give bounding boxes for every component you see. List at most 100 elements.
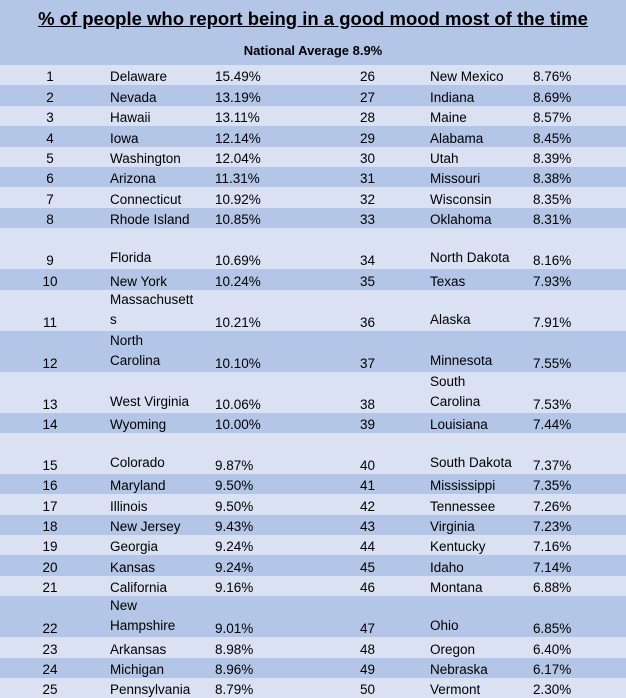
table-row: 9 Florida 10.69% 34 North Dakota 8.16% <box>0 228 626 270</box>
rank-cell-text: 1 <box>46 69 54 85</box>
rank-cell-text: 41 <box>359 478 376 494</box>
state-cell: Washington <box>100 147 205 167</box>
state-cell: Maine <box>420 106 523 126</box>
percent-cell: 7.37% <box>523 433 626 474</box>
rank-cell: 16 <box>0 474 100 494</box>
percent-cell-text: 10.69% <box>215 253 261 269</box>
rank-cell: 43 <box>315 515 420 535</box>
state-cell-text: Mississippi <box>430 478 496 494</box>
percent-cell-text: 7.26% <box>533 498 572 514</box>
state-cell: Nevada <box>100 85 205 105</box>
state-cell-text: Delaware <box>110 69 168 85</box>
state-cell: Louisiana <box>420 413 523 433</box>
percent-cell: 9.43% <box>205 515 315 535</box>
state-cell: Nebraska <box>420 658 523 678</box>
rank-cell-text: 13 <box>42 396 58 412</box>
rank-cell: 33 <box>315 208 420 228</box>
state-cell: New Hampshire <box>100 596 205 637</box>
rank-cell: 18 <box>0 515 100 535</box>
rank-cell: 26 <box>315 65 420 85</box>
percent-cell: 8.79% <box>205 678 315 698</box>
percent-cell-text: 9.50% <box>215 478 254 494</box>
percent-cell-text: 8.69% <box>533 89 572 105</box>
page-title: % of people who report being in a good m… <box>38 8 588 29</box>
percent-cell-text: 7.23% <box>533 519 572 535</box>
rank-cell-text: 18 <box>42 519 58 535</box>
rank-cell-text: 50 <box>359 682 376 698</box>
percent-cell: 8.98% <box>205 637 315 657</box>
percent-cell: 10.10% <box>205 331 315 372</box>
state-cell-text: Missouri <box>430 171 481 187</box>
state-cell: Arizona <box>100 167 205 187</box>
state-cell-text: Hawaii <box>110 110 151 126</box>
state-cell: North Dakota <box>420 228 523 269</box>
percent-cell: 11.31% <box>205 167 315 187</box>
state-cell: Arkansas <box>100 637 205 657</box>
rank-cell: 15 <box>0 433 100 474</box>
state-cell-text: Louisiana <box>430 416 488 432</box>
table-row: 10 New York 10.24% 35 Texas 7.93% <box>0 269 626 290</box>
state-cell: Georgia <box>100 535 205 555</box>
percent-cell: 8.45% <box>523 126 626 146</box>
percent-cell: 7.53% <box>523 372 626 413</box>
state-cell: Montana <box>420 576 523 596</box>
state-cell-text: Wisconsin <box>430 191 492 207</box>
percent-cell-text: 15.49% <box>215 69 261 85</box>
percent-cell: 10.85% <box>205 208 315 228</box>
rank-cell-text: 44 <box>359 539 376 555</box>
table-row: 15 Colorado 9.87% 40 South Dakota 7.37% <box>0 432 626 474</box>
table-row: 6 Arizona 11.31% 31 Missouri 8.38% <box>0 166 626 188</box>
rank-cell-text: 40 <box>359 457 376 473</box>
state-cell: California <box>100 576 205 596</box>
table-row: 24 Michigan 8.96% 49 Nebraska 6.17% <box>0 657 626 679</box>
rank-cell: 36 <box>315 290 420 331</box>
percent-cell: 15.49% <box>205 65 315 85</box>
rank-cell-text: 19 <box>42 539 58 555</box>
state-cell: Minnesota <box>420 331 523 372</box>
rank-cell-text: 36 <box>359 314 376 330</box>
percent-cell-text: 8.31% <box>533 212 572 228</box>
state-cell-text: South Carolina <box>430 373 481 409</box>
percent-cell: 12.14% <box>205 126 315 146</box>
percent-cell: 6.85% <box>523 596 626 637</box>
rank-cell-text: 2 <box>46 89 54 105</box>
state-cell: Virginia <box>420 515 523 535</box>
rank-cell-text: 15 <box>42 457 58 473</box>
state-cell-text: Maryland <box>110 478 166 494</box>
rank-cell: 4 <box>0 126 100 146</box>
percent-cell: 9.16% <box>205 576 315 596</box>
state-cell-text: Colorado <box>110 454 165 470</box>
state-cell-text: Alaska <box>430 311 471 327</box>
rank-cell: 31 <box>315 167 420 187</box>
rank-cell: 9 <box>0 228 100 269</box>
rank-cell-text: 27 <box>359 89 376 105</box>
rank-cell: 35 <box>315 269 420 289</box>
percent-cell: 7.55% <box>523 331 626 372</box>
rank-cell-text: 47 <box>359 621 376 637</box>
state-cell-text: West Virginia <box>110 393 190 409</box>
rank-cell-text: 7 <box>46 191 54 207</box>
table-row: 5 Washington 12.04% 30 Utah 8.39% <box>0 146 626 167</box>
state-cell: Vermont <box>420 678 523 698</box>
rank-cell-text: 20 <box>42 559 58 575</box>
percent-cell: 10.06% <box>205 372 315 413</box>
state-cell-text: Oregon <box>430 641 476 657</box>
percent-cell: 8.31% <box>523 208 626 228</box>
state-cell: Texas <box>420 269 523 289</box>
state-cell: Pennsylvania <box>100 678 205 698</box>
percent-cell-text: 2.30% <box>533 682 572 698</box>
rank-cell: 37 <box>315 331 420 372</box>
state-cell-text: New Hampshire <box>110 598 176 634</box>
rank-cell: 29 <box>315 126 420 146</box>
percent-cell: 8.96% <box>205 658 315 678</box>
percent-cell: 7.35% <box>523 474 626 494</box>
state-cell: Maryland <box>100 474 205 494</box>
rank-cell-text: 43 <box>359 519 376 535</box>
percent-cell: 7.44% <box>523 413 626 433</box>
state-cell-text: Illinois <box>110 498 148 514</box>
state-cell: Wisconsin <box>420 187 523 207</box>
rank-cell-text: 42 <box>359 498 376 514</box>
state-cell-text: Connecticut <box>110 191 182 207</box>
rank-cell-text: 46 <box>359 580 376 596</box>
percent-cell: 9.01% <box>205 596 315 637</box>
